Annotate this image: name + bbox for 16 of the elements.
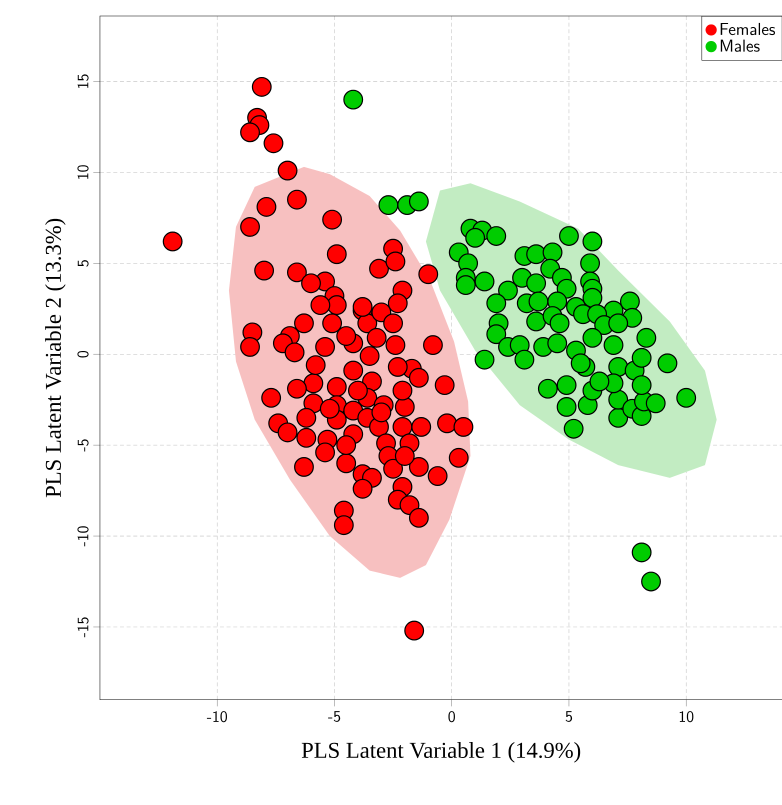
legend-label: Females: [720, 22, 775, 36]
x-tick-label: 0: [448, 711, 455, 722]
y-tick-label: -10: [77, 526, 88, 546]
x-axis-title: PLS Latent Variable 1 (14.9%): [302, 742, 580, 763]
legend-label: Males: [720, 40, 760, 52]
y-axis-title: PLS Latent Variable 2 (13.3%): [44, 218, 66, 498]
x-tick-label: 5: [565, 711, 572, 722]
y-tick-label: -15: [77, 617, 88, 638]
y-tick-label: 5: [78, 260, 88, 267]
y-tick-label: -5: [78, 439, 88, 452]
x-tick-label: -5: [328, 711, 340, 722]
x-tick-label: -10: [206, 711, 227, 722]
y-tick-label: 10: [77, 165, 88, 179]
x-tick-label: 10: [680, 711, 694, 722]
y-tick-label: 0: [77, 350, 88, 358]
y-tick-label: 15: [77, 74, 88, 88]
